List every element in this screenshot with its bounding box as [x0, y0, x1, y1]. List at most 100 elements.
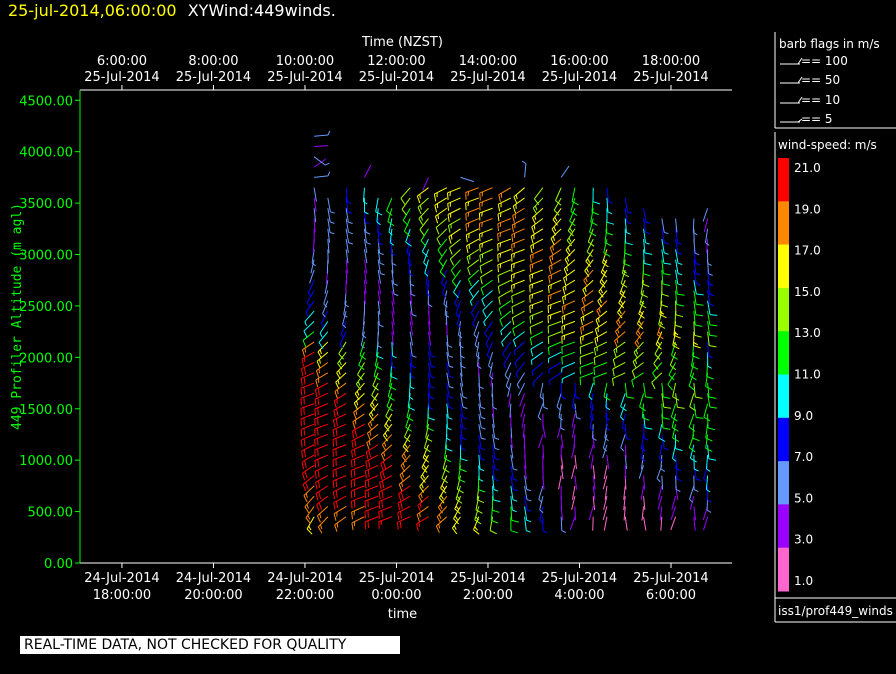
barb-flag: [645, 231, 651, 235]
barb-flag: [367, 520, 369, 528]
barb-staff: [322, 300, 329, 314]
wind-barb: [707, 383, 717, 399]
wind-barb: [558, 475, 562, 490]
barb-staff: [378, 485, 393, 493]
barb-staff: [707, 331, 710, 346]
barb-flag: [617, 319, 621, 324]
barb-flag: [584, 297, 586, 302]
wind-barb: [443, 290, 448, 308]
wind-barb: [311, 249, 317, 267]
wind-barb: [537, 403, 544, 421]
barb-flag: [466, 245, 469, 254]
wind-barb: [303, 320, 315, 338]
wind-barb: [612, 362, 626, 377]
wind-barb: [427, 393, 434, 410]
barb-flag: [705, 447, 713, 452]
barb-staff: [643, 208, 647, 223]
barb-staff: [351, 444, 365, 451]
wind-barb: [619, 280, 626, 299]
barb-staff: [360, 331, 365, 346]
barb-flag: [370, 411, 374, 417]
barb-flag: [511, 285, 513, 293]
barb-staff: [417, 495, 429, 506]
barb-flag: [677, 273, 683, 276]
barb-staff: [474, 331, 480, 346]
barb-staff: [375, 197, 379, 212]
wind-barb: [305, 506, 315, 524]
barb-staff: [478, 424, 482, 439]
barb-staff: [572, 485, 576, 500]
barb-flag: [529, 305, 531, 314]
wind-barb: [693, 311, 703, 327]
wind-barb: [379, 464, 393, 481]
wind-barb: [653, 351, 663, 370]
barb-flag: [510, 274, 513, 283]
barb-flag: [532, 382, 535, 388]
barb-staff: [428, 341, 432, 356]
barb-staff: [428, 362, 432, 377]
barb-staff: [475, 341, 480, 356]
barb-flag: [462, 396, 468, 399]
wind-barb: [502, 341, 512, 358]
barb-flag: [511, 254, 513, 262]
wind-barb: [524, 516, 531, 533]
barb-flag: [300, 398, 302, 406]
barb-flag: [663, 396, 671, 399]
barb-staff: [443, 444, 448, 459]
wind-barb: [560, 434, 564, 449]
barb-flag: [317, 526, 323, 534]
barb-flag: [561, 306, 564, 314]
wind-barb: [531, 207, 544, 225]
barb-staff: [530, 331, 544, 339]
barb-flag: [316, 361, 321, 369]
wind-barb: [561, 341, 576, 355]
wind-barb: [417, 197, 429, 215]
barb-flag: [333, 419, 336, 428]
barb-staff: [445, 311, 448, 326]
barb-flag: [619, 299, 624, 305]
barb-staff: [542, 393, 545, 408]
wind-barb: [417, 495, 429, 513]
barb-staff: [641, 444, 645, 459]
barb-flag: [513, 488, 518, 492]
barb-staff: [401, 197, 411, 210]
wind-barb: [389, 228, 395, 246]
barb-staff: [592, 465, 596, 480]
barb-flag: [351, 440, 354, 448]
barb-flag: [604, 437, 609, 442]
barb-staff: [489, 516, 494, 531]
wind-barb: [497, 269, 512, 283]
barb-flag: [534, 215, 537, 221]
wind-barb: [562, 290, 576, 305]
barb-flag: [695, 314, 704, 317]
barb-flag: [549, 380, 551, 386]
barb-flag: [626, 437, 631, 441]
wind-barb: [703, 403, 711, 422]
barb-flag: [586, 268, 589, 273]
barb-flag: [620, 289, 625, 295]
barb-flag: [332, 439, 335, 447]
barb-staff: [303, 320, 315, 332]
barb-flag: [531, 315, 534, 320]
barb-staff: [635, 321, 644, 334]
barb-flag: [351, 522, 354, 531]
barb-staff: [592, 496, 596, 511]
barb-staff: [641, 506, 645, 521]
barb-flag: [368, 440, 371, 446]
barb-staff: [426, 280, 429, 295]
barb-staff: [640, 485, 645, 500]
barb-flag: [590, 221, 598, 226]
wind-barb: [478, 393, 486, 410]
barb-legend-entry: == 10: [801, 93, 840, 107]
barb-flag: [588, 396, 593, 400]
barb-flag: [695, 273, 701, 276]
barb-staff: [482, 300, 493, 312]
barb-flag: [303, 428, 306, 436]
barb-flag: [353, 412, 357, 420]
barb-flag: [604, 242, 612, 247]
wind-barb: [433, 187, 448, 202]
wind-barb: [374, 352, 383, 370]
wind-barb: [569, 208, 576, 227]
barb-flag: [362, 334, 367, 339]
barb-flag: [513, 478, 518, 481]
